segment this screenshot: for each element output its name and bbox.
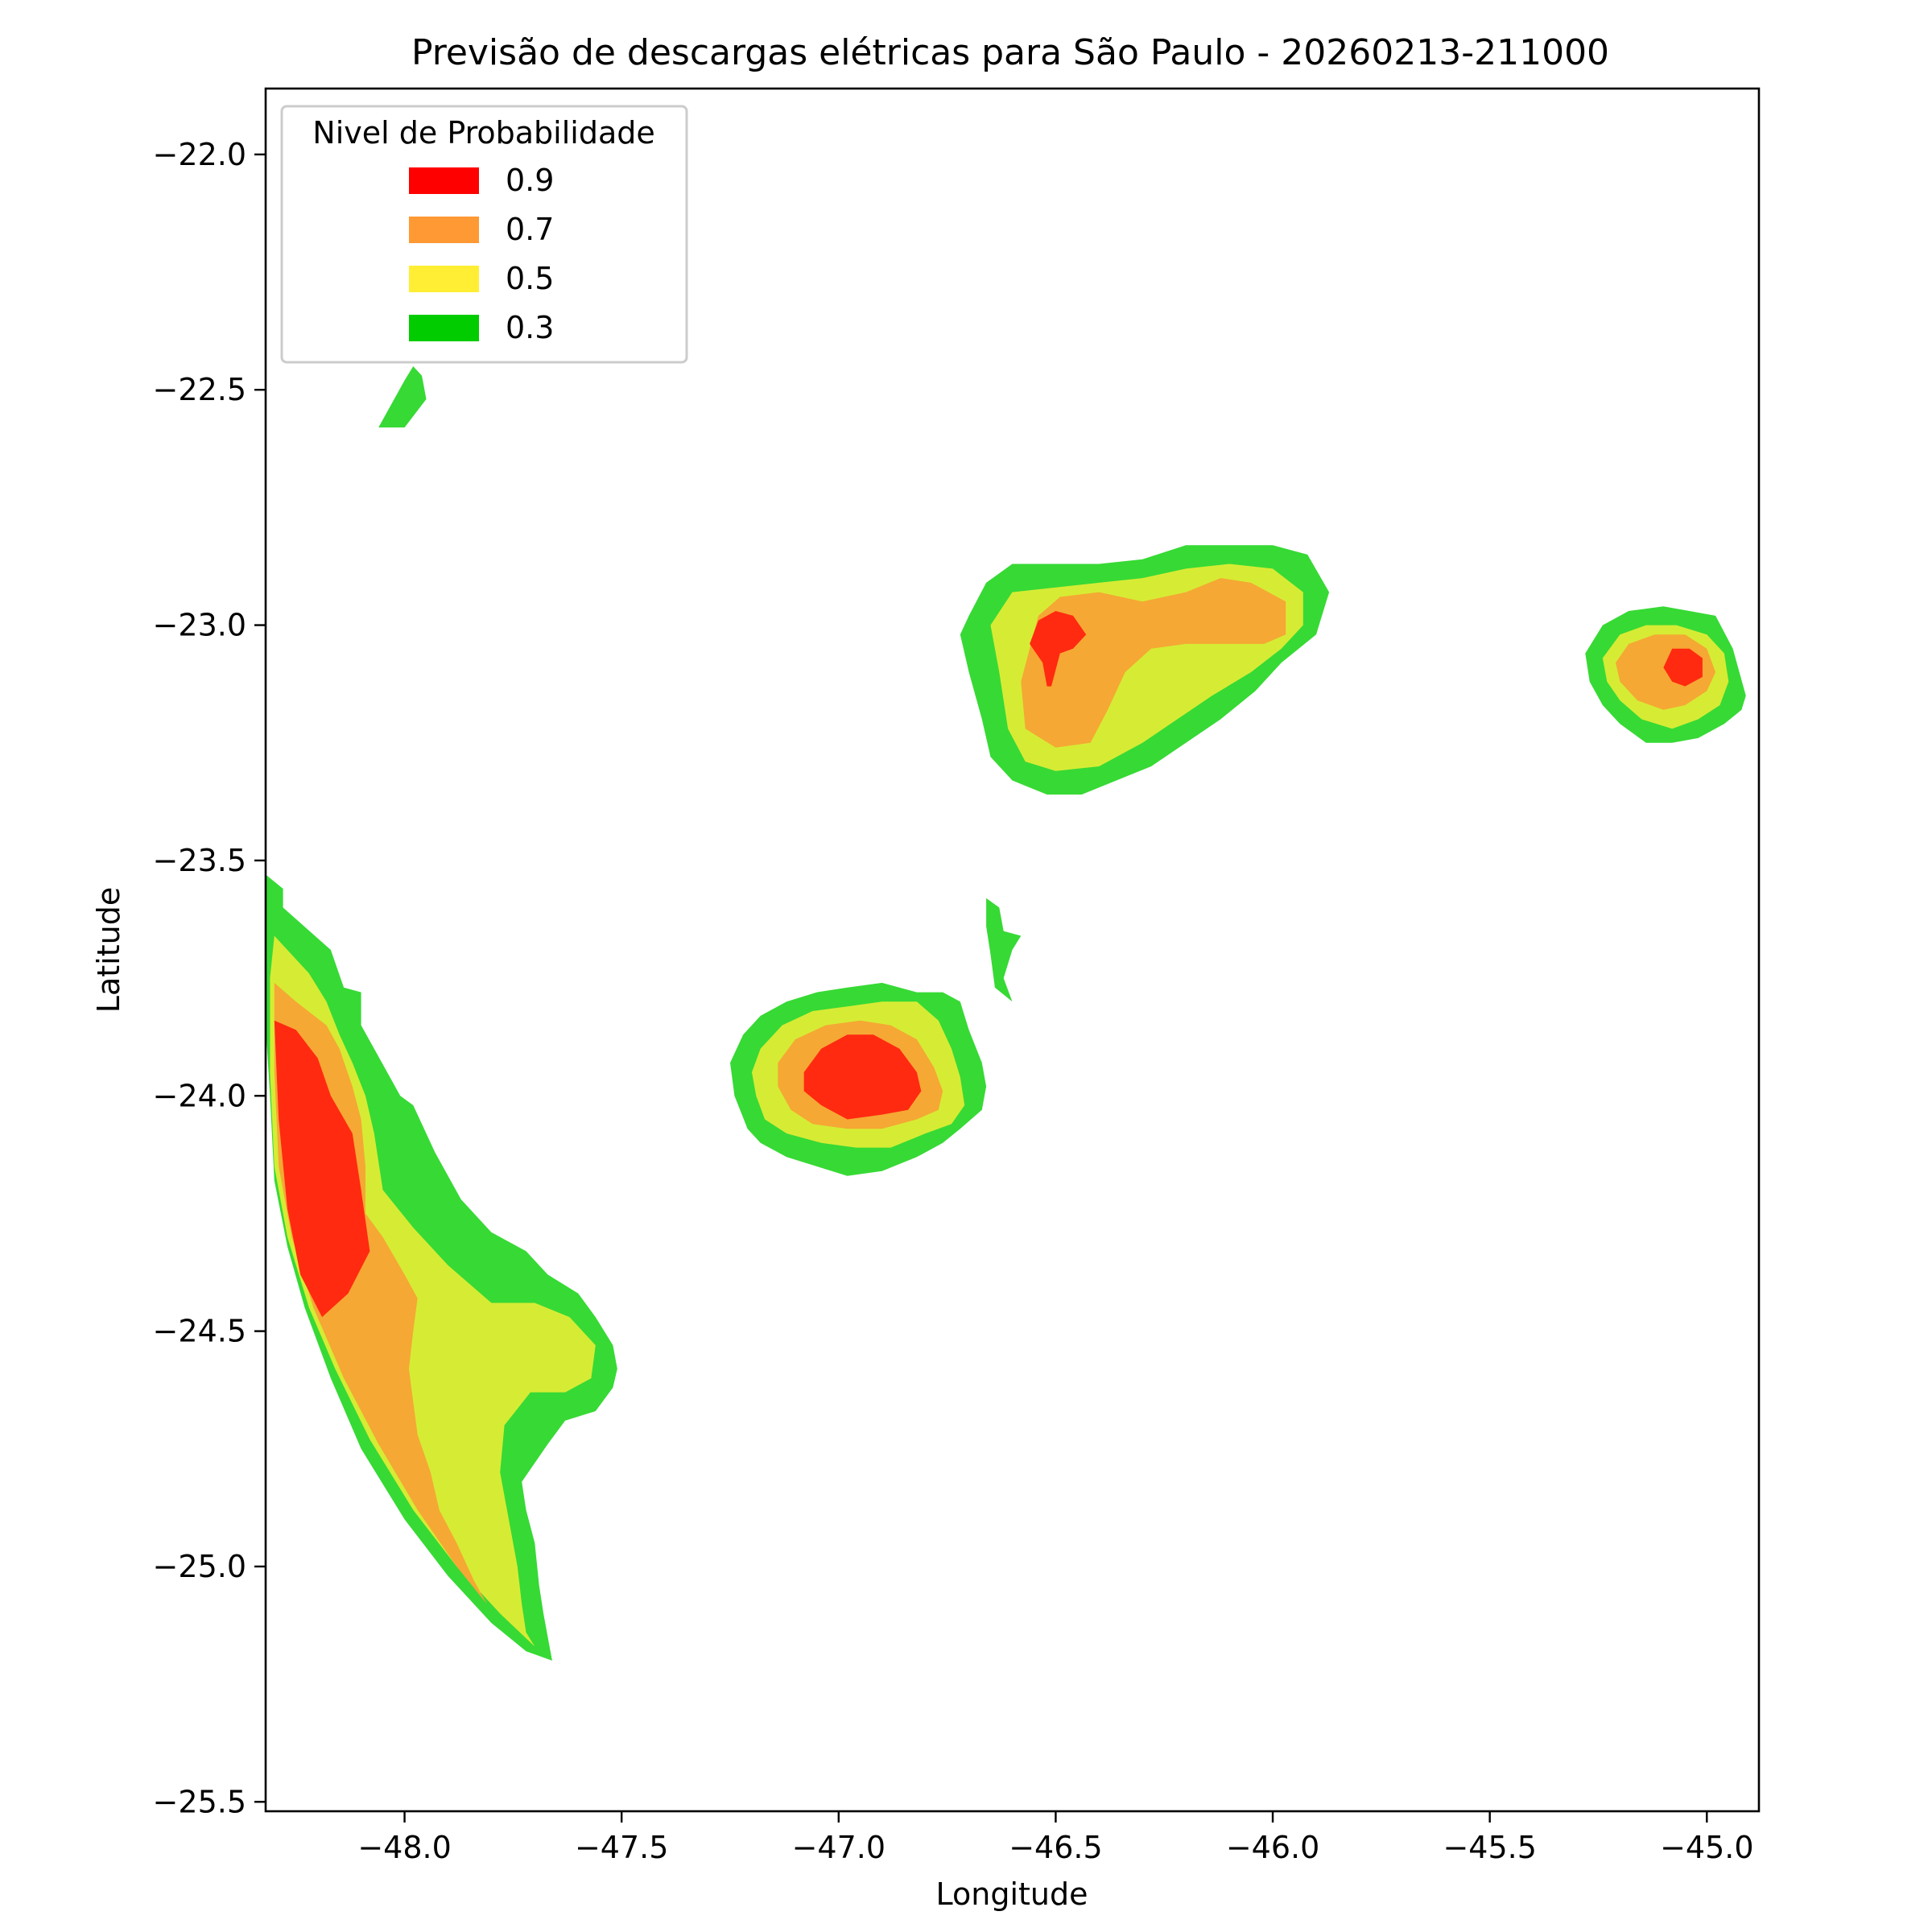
x-tick-label: −45.0	[1660, 1830, 1753, 1865]
contour-level-0-9	[274, 1020, 370, 1318]
legend-label: 0.9	[506, 163, 554, 198]
legend-swatch	[409, 315, 479, 341]
x-axis-label: Longitude	[936, 1876, 1088, 1912]
contour-level-0-9	[1663, 648, 1703, 687]
contour-regions	[266, 366, 1746, 1661]
y-tick-label: −24.5	[153, 1314, 246, 1349]
y-tick-label: −22.0	[153, 137, 246, 172]
y-tick-label: −24.0	[153, 1078, 246, 1113]
contour-level-0-3	[986, 898, 1022, 1002]
x-axis-ticks: −48.0 −47.5 −47.0 −46.5 −46.0 −45.5 −45.0	[357, 1811, 1754, 1865]
y-tick-label: −23.0	[153, 608, 246, 643]
y-tick-label: −25.5	[153, 1784, 246, 1819]
y-axis-ticks: −22.0 −22.5 −23.0 −23.5 −24.0 −24.5 −25.0 −25.5	[153, 137, 266, 1819]
region-east-blob	[1585, 606, 1746, 743]
contour-level-0-3	[378, 366, 427, 427]
legend-swatch	[409, 167, 479, 194]
x-tick-label: −48.0	[357, 1830, 451, 1865]
legend-label: 0.7	[506, 212, 554, 247]
legend-label: 0.3	[506, 310, 554, 345]
x-tick-label: −46.0	[1226, 1830, 1319, 1865]
x-tick-label: −46.5	[1009, 1830, 1102, 1865]
y-axis-label: Latitude	[91, 887, 126, 1013]
region-small-north	[378, 366, 427, 427]
legend-entries: 0.9 0.7 0.5 0.3	[409, 163, 554, 345]
legend-box	[280, 105, 688, 364]
contour-level-0-7	[1021, 578, 1286, 748]
region-southwest-band	[266, 874, 617, 1661]
legend-swatch	[409, 217, 479, 243]
contour-level-0-9	[1030, 611, 1087, 687]
chart-title: Previsão de descargas elétricas para São…	[411, 32, 1609, 73]
x-tick-label: −45.5	[1443, 1830, 1536, 1865]
y-tick-label: −25.0	[153, 1549, 246, 1584]
y-tick-label: −23.5	[153, 843, 246, 878]
contour-level-0-9	[803, 1034, 922, 1120]
legend-swatch	[409, 266, 479, 292]
region-central-blob	[730, 982, 987, 1176]
region-small-sliver	[986, 898, 1022, 1002]
y-tick-label: −22.5	[153, 372, 246, 407]
legend-label: 0.5	[506, 261, 554, 296]
legend-title: Nivel de Probabilidade	[312, 115, 654, 151]
x-tick-label: −47.5	[575, 1830, 668, 1865]
plot-frame	[264, 87, 1761, 1813]
x-tick-label: −47.0	[792, 1830, 886, 1865]
legend: Nivel de Probabilidade 0.9 0.7 0.5 0.3	[280, 105, 688, 364]
region-northeast-blob	[960, 545, 1330, 795]
